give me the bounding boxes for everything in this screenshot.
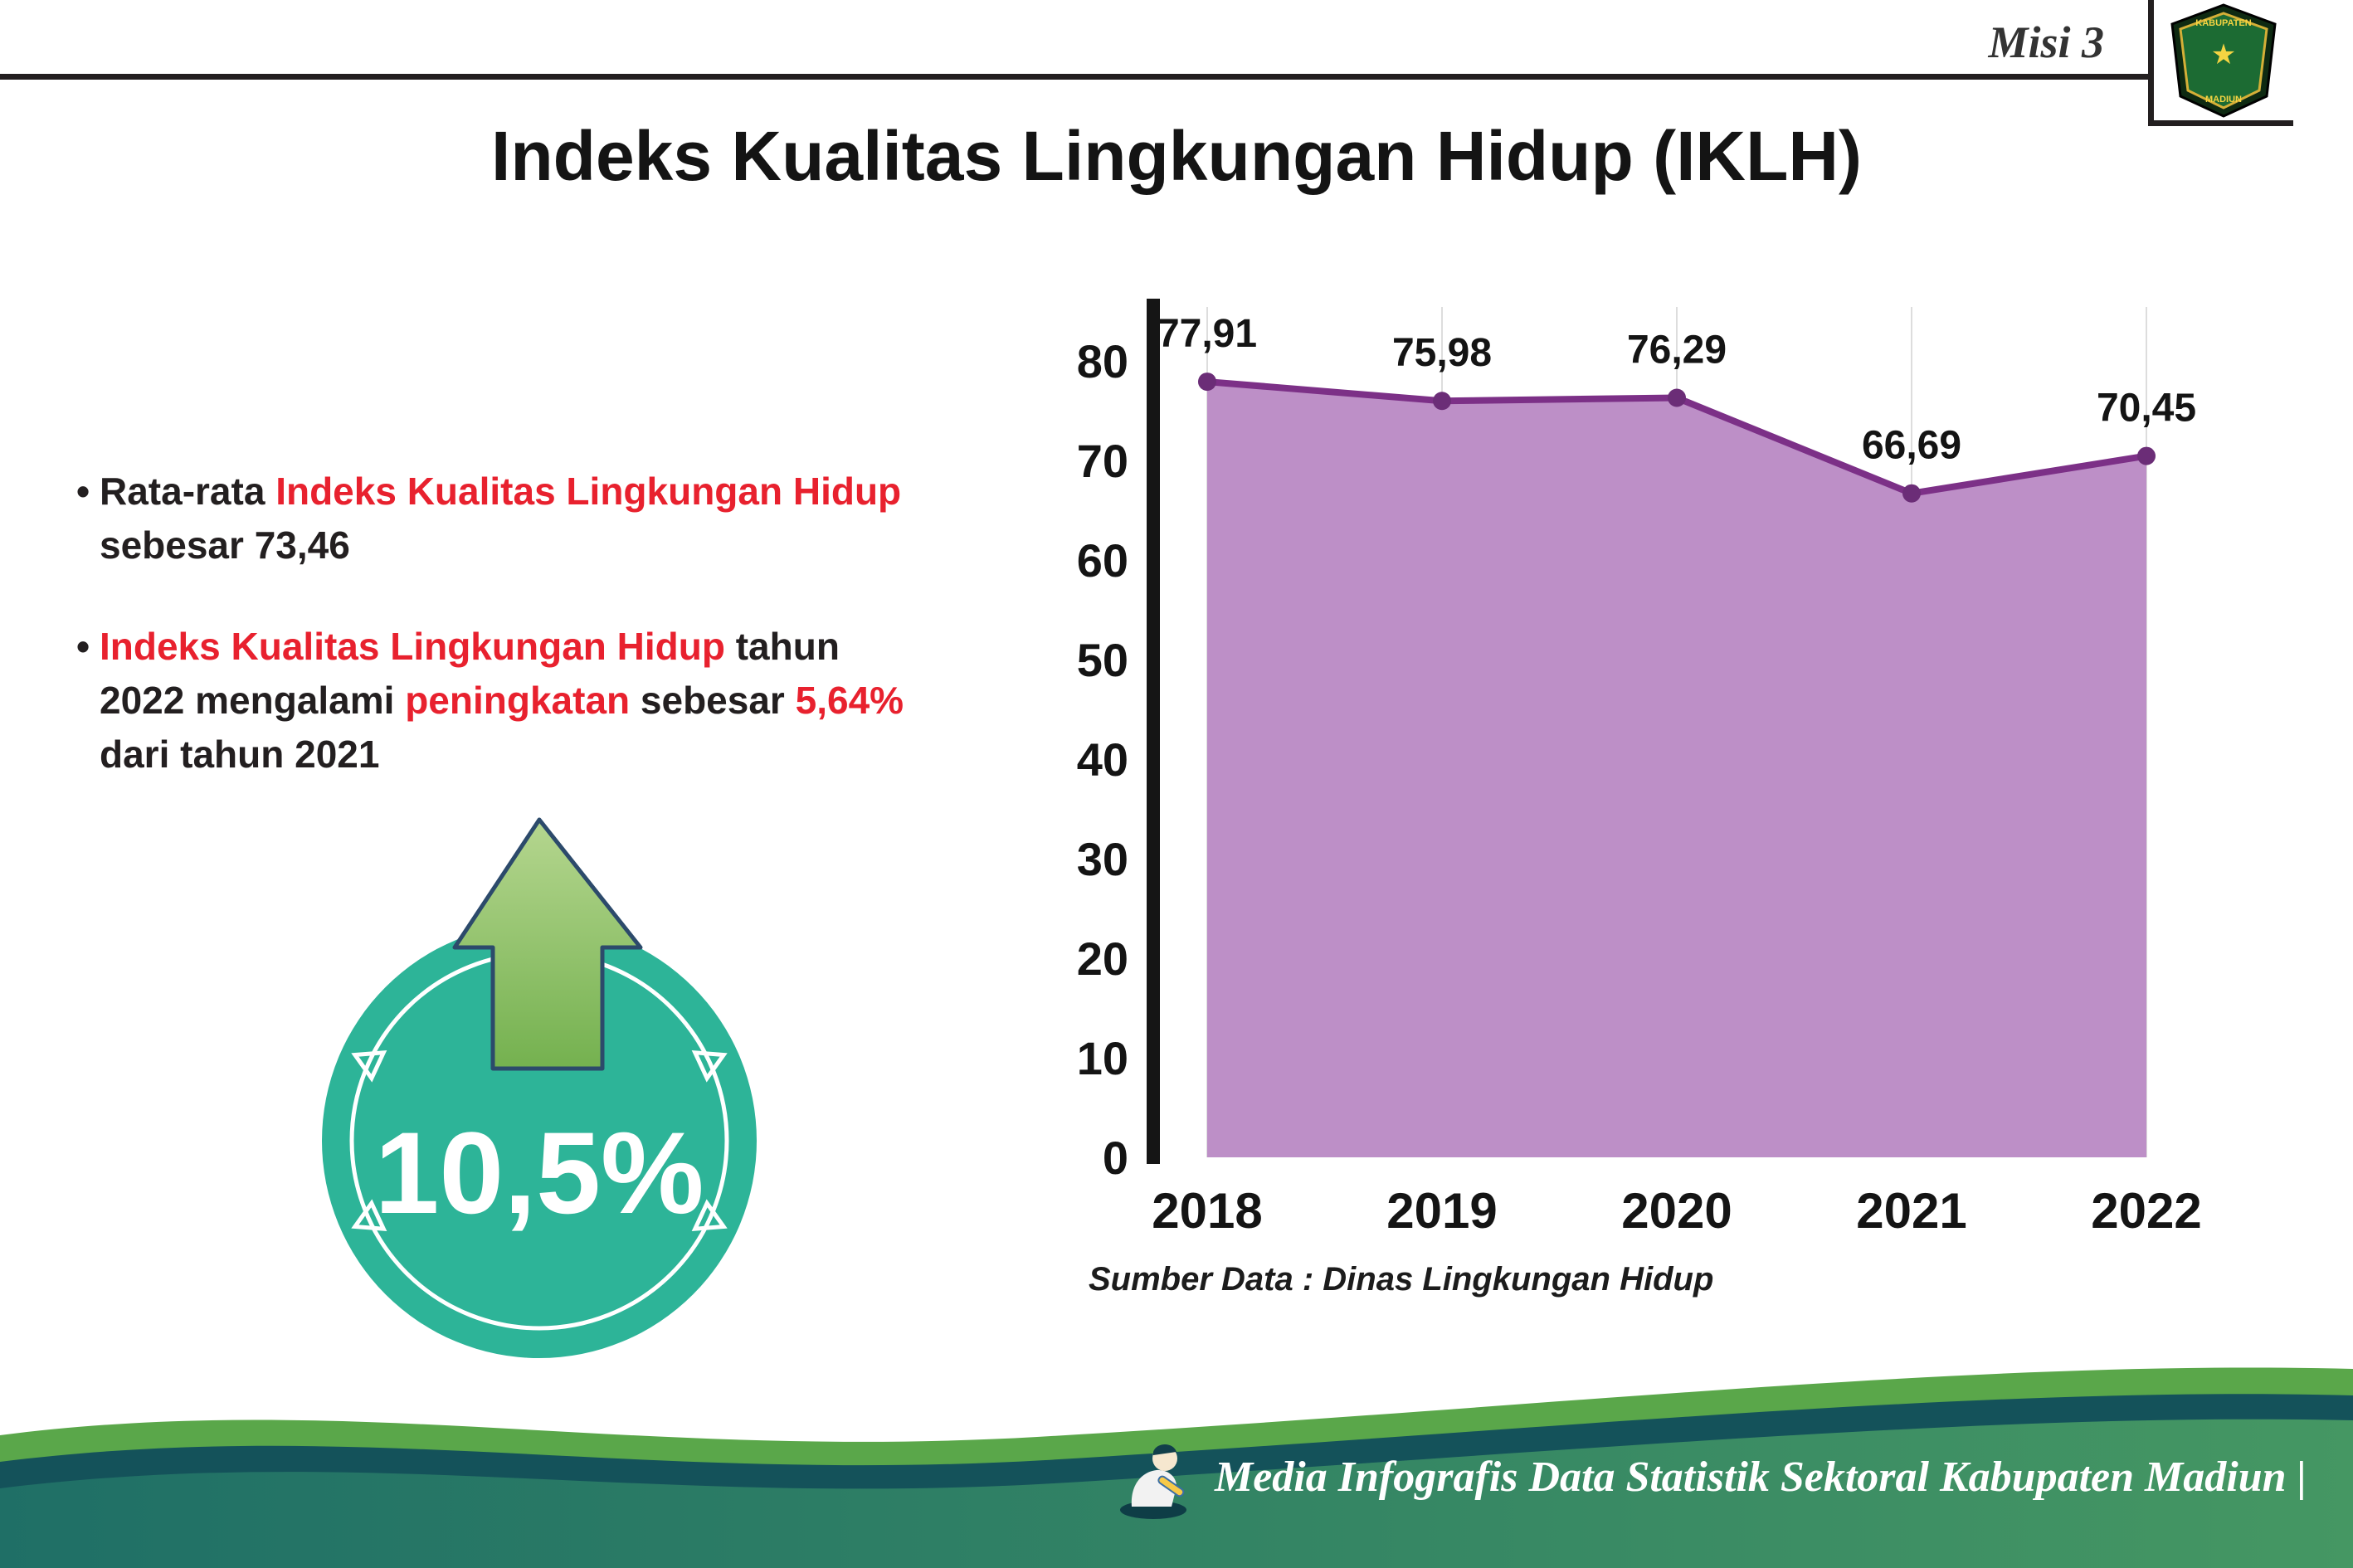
- y-tick-label: 60: [1077, 534, 1128, 587]
- logo-frame: KABUPATEN ★ MADIUN: [2148, 0, 2293, 126]
- data-label: 77,91: [1157, 312, 1257, 356]
- mascot-pencil: [1157, 1475, 1185, 1497]
- data-point: [1668, 388, 1686, 407]
- area-fill: [1207, 382, 2146, 1157]
- badge-value: 10,5%: [375, 1108, 704, 1238]
- logo-shield-inner: [2178, 11, 2268, 110]
- increase-badge: 10,5%: [249, 788, 830, 1402]
- data-label: 70,45: [2097, 387, 2196, 431]
- y-tick-label: 20: [1077, 933, 1128, 985]
- ring-triangle-icon: [351, 1049, 387, 1083]
- mascot-hair: [1152, 1444, 1176, 1455]
- x-tick-label: 2022: [2091, 1183, 2201, 1239]
- ring-triangle-icon: [351, 1199, 387, 1232]
- logo-star-icon: ★: [2210, 39, 2235, 71]
- data-label: 66,69: [1862, 424, 1961, 468]
- misi-label: Misi 3: [1988, 17, 2104, 67]
- y-tick-label: 40: [1077, 733, 1128, 786]
- y-tick-label: 30: [1077, 833, 1128, 885]
- page-title: Indeks Kualitas Lingkungan Hidup (IKLH): [490, 117, 1863, 195]
- x-tick-label: 2020: [1621, 1183, 1732, 1239]
- bullet-text-segment: Indeks Kualitas Lingkungan Hidup: [275, 470, 902, 513]
- summary-bullets: Rata-rata Indeks Kualitas Lingkungan Hid…: [76, 465, 914, 829]
- bullet-text-segment: Indeks Kualitas Lingkungan Hidup: [100, 624, 725, 668]
- bullet-text-segment: Rata-rata: [100, 470, 276, 513]
- bullet-text-segment: sebesar: [630, 678, 796, 722]
- y-tick-label: 70: [1077, 435, 1128, 487]
- y-tick-label: 10: [1077, 1032, 1128, 1084]
- bullet-text-segment: dari tahun 2021: [100, 733, 380, 777]
- ring-triangle-icon: [691, 1199, 728, 1232]
- logo-text-top: KABUPATEN: [2195, 18, 2251, 28]
- y-tick-label: 0: [1103, 1132, 1128, 1184]
- up-arrow-icon: [452, 817, 643, 1071]
- data-point: [1902, 484, 1921, 503]
- x-tick-label: 2021: [1856, 1183, 1966, 1239]
- x-tick-label: 2019: [1386, 1183, 1497, 1239]
- y-tick-label: 80: [1077, 335, 1128, 387]
- data-label: 76,29: [1627, 329, 1727, 373]
- data-point: [1198, 373, 1216, 392]
- x-tick-label: 2018: [1152, 1183, 1262, 1239]
- ring-triangle-icon: [691, 1049, 728, 1083]
- data-point: [1433, 392, 1451, 411]
- footer: Media Infografis Data Statistik Sektoral…: [1113, 1434, 2307, 1520]
- bullet-text-segment: sebesar 73,46: [100, 523, 350, 567]
- kabupaten-madiun-logo: KABUPATEN ★ MADIUN: [2170, 2, 2277, 118]
- y-tick-label: 50: [1077, 634, 1128, 686]
- badge-circle: [322, 923, 757, 1358]
- data-label: 75,98: [1392, 331, 1492, 375]
- bullet-average-iklh: Rata-rata Indeks Kualitas Lingkungan Hid…: [76, 465, 914, 573]
- bullet-text-segment: peningkatan: [405, 678, 631, 722]
- logo-text-bottom: MADIUN: [2205, 95, 2242, 105]
- mascot-icon: [1119, 1444, 1186, 1519]
- bullet-increase-iklh: Indeks Kualitas Lingkungan Hidup tahun 2…: [76, 620, 914, 782]
- increase-badge-graphic: 10,5%: [322, 817, 757, 1358]
- bullet-text-segment: tahun 2022 mengalami: [100, 624, 840, 722]
- chart-source: Sumber Data : Dinas Lingkungan Hidup: [1089, 1261, 1714, 1298]
- header-divider: [0, 74, 2148, 80]
- bullet-text-segment: 5,64%: [795, 678, 904, 722]
- footer-text: Media Infografis Data Statistik Sektoral…: [1214, 1453, 2307, 1501]
- iklh-chart: 77,91 75,98 76,29 66,69 70,45 0 10 20 30 40 50 60 70…: [1077, 299, 2202, 1239]
- data-point: [2137, 446, 2156, 465]
